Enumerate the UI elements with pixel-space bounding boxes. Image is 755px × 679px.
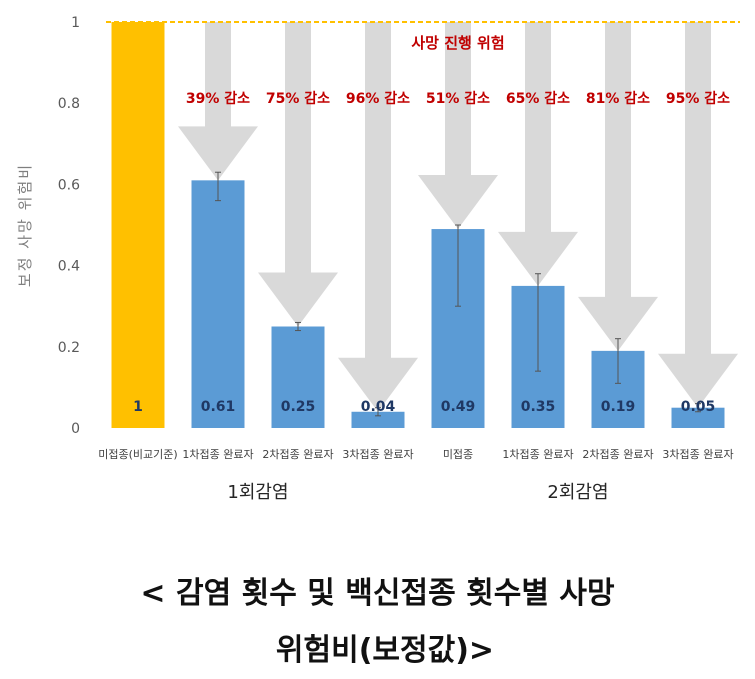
caption-line-1: < 감염 횟수 및 백신접종 횟수별 사망 [140, 576, 615, 611]
data-label: 0.05 [681, 399, 716, 415]
arrow-layer [178, 22, 738, 412]
data-label: 0.61 [201, 399, 236, 415]
bar [351, 411, 405, 428]
reduction-label: 95% 감소 [666, 90, 730, 107]
x-tick-label: 미접종 [443, 448, 473, 461]
decrease-arrow [498, 22, 578, 286]
caption-line-2: 위험비(보정값)> [275, 633, 495, 668]
group-label: 2회감염 [547, 482, 608, 503]
bar [271, 326, 325, 428]
x-tick-label: 1차접종 완료자 [502, 448, 573, 461]
bar [111, 22, 165, 428]
labels-layer: 1 0.61 0.25 0.04 0.49 0.35 0.19 0.05 39% 감소 75% 감… [133, 90, 730, 415]
decrease-arrow [418, 22, 498, 230]
data-label: 0.19 [601, 399, 636, 415]
chart: 사망 진행 위험 1 0.61 0.25 0.04 0.49 0.35 0.19 0.0539… [16, 15, 740, 503]
reference-line-label: 사망 진행 위험 [411, 34, 504, 52]
y-tick-label: 1 [71, 15, 80, 31]
x-tick-label: 미접종(비교기준) [98, 448, 177, 461]
reduction-label: 75% 감소 [266, 90, 330, 107]
x-tick-label: 2차접종 완료자 [582, 448, 653, 461]
y-tick-label: 0.2 [58, 340, 80, 356]
reduction-label: 81% 감소 [586, 90, 650, 107]
decrease-arrow [178, 22, 258, 181]
reference-line-layer: 사망 진행 위험 [106, 21, 740, 52]
decrease-arrow [258, 22, 338, 327]
x-tick-label: 3차접종 완료자 [662, 448, 733, 461]
decrease-arrow [578, 22, 658, 351]
data-label: 1 [133, 399, 143, 415]
x-tick-label: 1차접종 완료자 [182, 448, 253, 461]
decrease-arrow [338, 22, 418, 412]
data-label: 0.04 [361, 399, 396, 415]
y-axis-title: 보정 사망 위험비 [16, 163, 34, 287]
reduction-label: 96% 감소 [346, 90, 410, 107]
bars-layer [111, 22, 725, 428]
group-label: 1회감염 [227, 482, 288, 503]
decrease-arrow [658, 22, 738, 408]
data-label: 0.25 [281, 399, 316, 415]
data-label: 0.35 [521, 399, 556, 415]
y-tick-label: 0.8 [58, 96, 80, 112]
x-tick-label: 3차접종 완료자 [342, 448, 413, 461]
bar [671, 407, 725, 428]
reduction-label: 65% 감소 [506, 90, 570, 107]
y-tick-label: 0.4 [58, 259, 80, 275]
y-tick-label: 0.6 [58, 177, 80, 193]
reduction-label: 51% 감소 [426, 90, 490, 107]
bar [191, 180, 245, 428]
y-tick-label: 0 [71, 421, 80, 437]
data-label: 0.49 [441, 399, 476, 415]
x-tick-label: 2차접종 완료자 [262, 448, 333, 461]
reduction-label: 39% 감소 [186, 90, 250, 107]
